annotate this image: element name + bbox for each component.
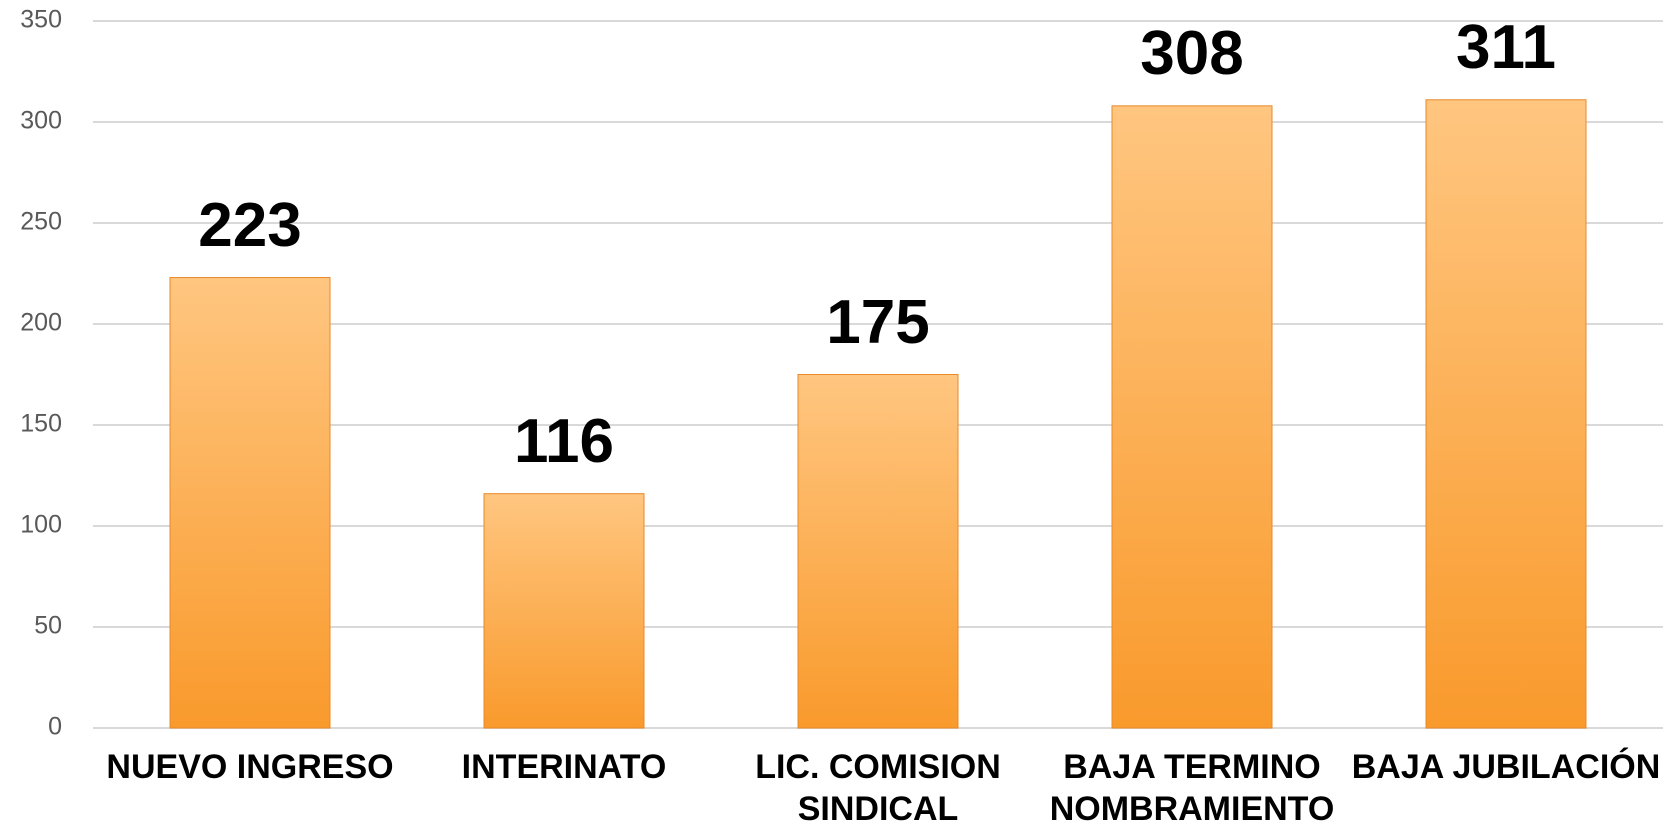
y-tick-label: 0 [48,713,62,741]
y-tick-label: 200 [20,309,62,337]
x-tick-label: NUEVO INGRESO [106,748,394,786]
x-tick-label: INTERINATO [461,748,667,786]
data-label: 308 [1140,19,1243,88]
data-label: 175 [826,288,929,357]
data-label: 223 [198,191,301,260]
x-tick-label: BAJA TERMINO NOMBRAMIENTO [1049,748,1335,828]
y-tick-label: 250 [20,208,62,236]
bar [483,493,645,729]
y-tick-label: 350 [20,6,62,34]
bar [1111,105,1273,729]
x-tick-label: LIC. COMISION SINDICAL [755,748,1001,828]
y-tick-label: 50 [34,612,62,640]
bar [797,374,959,729]
y-tick-label: 100 [20,511,62,539]
data-label: 116 [514,407,614,476]
y-tick-label: 300 [20,107,62,135]
data-label: 311 [1456,13,1556,82]
bar [1425,99,1587,729]
y-tick-label: 150 [20,410,62,438]
x-tick-label: BAJA JUBILACIÓN [1351,748,1661,786]
bar [169,277,331,729]
